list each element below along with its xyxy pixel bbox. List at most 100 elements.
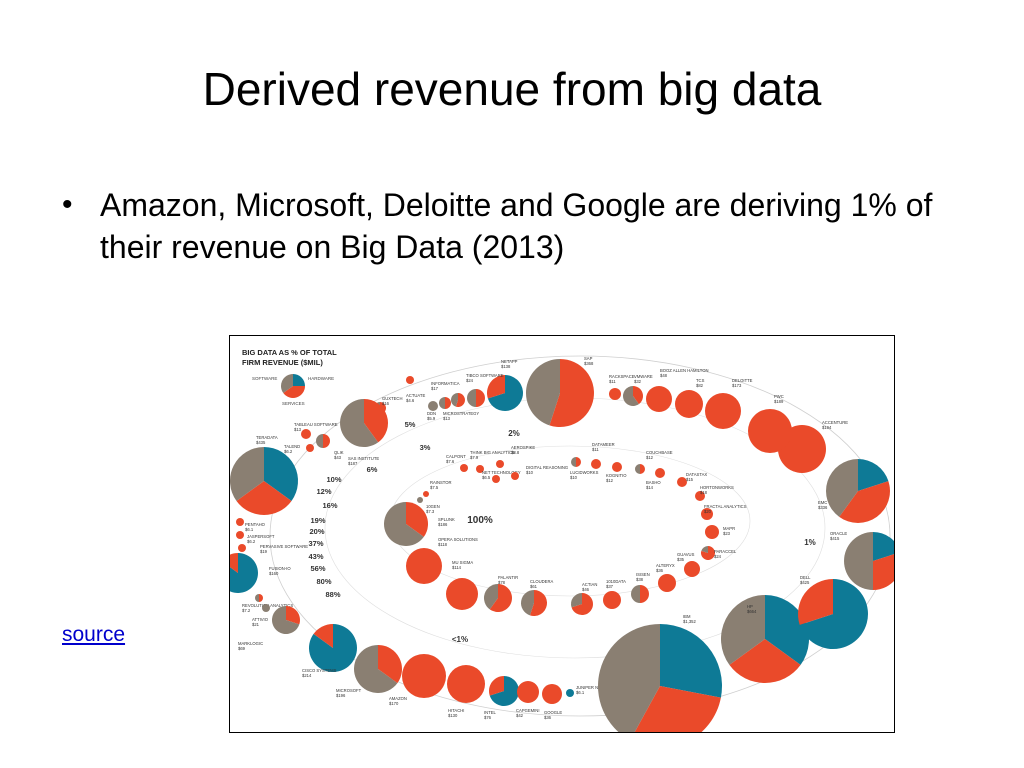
bubble-tcs: TCS$82 xyxy=(675,378,705,418)
bubble-value-mu-sigma: $114 xyxy=(452,565,462,570)
bubble-label-fractal-analytics: FRACTAL ANALYTICS xyxy=(704,504,747,509)
bubble-hitachi: HITACHI$130 xyxy=(447,665,485,718)
bubble-value-tibco-software: $24 xyxy=(466,378,474,383)
bubble-value-jaspersoft: $6.2 xyxy=(247,539,256,544)
bubble-value-cisco-systems: $214 xyxy=(302,673,312,678)
bubble-label-google: GOOGLE xyxy=(544,710,562,715)
bubble-kognitio: KOGNITIO$12 xyxy=(606,462,627,483)
bubble-label-1010data: 1010DATA xyxy=(606,579,626,584)
bubble-label-emc: EMC xyxy=(818,500,827,505)
bubble-label-mapr: MAPR xyxy=(723,526,735,531)
bubble-net-technology: NET TECHNOLOGY$6.5 xyxy=(482,470,521,483)
bubble-sap: SAP$368 xyxy=(525,356,594,427)
bubble-value-pervasive-software: $19 xyxy=(260,549,268,554)
bubble-value-splunk: $186 xyxy=(438,522,448,527)
bubble-alteryx: ALTERYX$36 xyxy=(656,563,676,592)
bubble-label-qlik: QLIK xyxy=(334,450,344,455)
ring-label-6-pct: 6% xyxy=(367,465,378,474)
ring-label-19-pct: 19% xyxy=(310,516,325,525)
bubble-rainstor: RAINSTOR$7.5 xyxy=(423,480,452,497)
bubble-label-lucidworks: LUCIDWORKS xyxy=(570,470,599,475)
bubble-lucidworks: LUCIDWORKS$10 xyxy=(570,457,599,480)
bubble-value-think-big-analytics: $7.9 xyxy=(470,455,479,460)
bubble-label-deloitte: DELOITTE xyxy=(732,378,753,383)
bubble-label-splunk: SPLUNK xyxy=(438,517,455,522)
bubble-ibm: IBM$1,352 xyxy=(598,614,722,732)
bubble-label-tcs: TCS xyxy=(696,378,705,383)
bubble-label-couchbase: COUCHBASE xyxy=(646,450,673,455)
bubble-label-hortonworks: HORTONWORKS xyxy=(700,485,734,490)
bubble-dell: DELL$425 xyxy=(797,575,868,649)
bubble-value-digital-reasoning: $10 xyxy=(526,470,534,475)
bubble-value-alteryx: $36 xyxy=(656,568,664,573)
bubble-label-net-technology: NET TECHNOLOGY xyxy=(482,470,521,475)
bubble-talend: TALEND$6.2 xyxy=(284,444,314,454)
bubble-think-big-analytics: THINK BIG ANALYTICS$7.9 xyxy=(470,450,515,473)
bubble-value-juniper-networks: $6.1 xyxy=(576,690,585,695)
bubble-value-paraccel: $24 xyxy=(714,554,722,559)
bubble-juniper-networks: JUNIPER NETWORKS$6.1 xyxy=(566,685,619,697)
bubble-opera-solutions: OPERA SOLUTIONS$118 xyxy=(406,537,478,584)
bubble-isisen: ISISEN$38 xyxy=(631,572,650,603)
bubble-value-oracle: $415 xyxy=(830,536,840,541)
bubble-value-palantir: $78 xyxy=(498,580,506,585)
bubble-label-marklogic: MARKLOGIC xyxy=(238,641,263,646)
bubble-value-vmware: $32 xyxy=(634,379,642,384)
bubble-value-rackspace: $11 xyxy=(609,379,616,384)
bubble-label-datastax: DATASTAX xyxy=(686,472,707,477)
bubble-splunk: SPLUNK$186 xyxy=(384,502,455,546)
legend-hardware-label: HARDWARE xyxy=(308,376,334,381)
bubble-value-tcs: $82 xyxy=(696,383,704,388)
bubble-label-dell: DELL xyxy=(800,575,811,580)
bubble-value-kognitio: $12 xyxy=(606,478,614,483)
bubble-label-fusion-io: FUSION-IO xyxy=(269,566,291,571)
bubble-value-datastax: $15 xyxy=(686,477,694,482)
bubble-label-think-big-analytics: THINK BIG ANALYTICS xyxy=(470,450,515,455)
bubble-value-marklogic: $69 xyxy=(238,646,246,651)
bubble-label-juniper-networks: JUNIPER NETWORKS xyxy=(576,685,619,690)
bubble-label-sap: SAP xyxy=(584,356,593,361)
source-link[interactable]: source xyxy=(62,623,126,646)
bubbles: SPLUNK$186RAINSTOR$7.510GEN$7.3CALPONT$7… xyxy=(230,356,894,732)
figure-title-line2: FIRM REVENUE ($MIL) xyxy=(242,358,323,367)
bubble-guavus: GUAVUS$35 xyxy=(677,552,700,577)
bubble-teradata: TERADATA$435 xyxy=(230,435,298,515)
bubble-hortonworks: HORTONWORKS$18 xyxy=(695,485,734,501)
bubble-value-net-technology: $6.5 xyxy=(482,475,491,480)
bubble-label-informatica: INFORMATICA xyxy=(431,381,460,386)
bubble-label-jaspersoft: JASPERSOFT xyxy=(247,534,275,539)
bubble-value-attivio: $21 xyxy=(252,622,260,627)
bubble-label-pwc: PWC xyxy=(774,394,784,399)
legend-services-label: SERVICES xyxy=(282,401,305,406)
ring-label-80-pct: 80% xyxy=(316,577,331,586)
bullet-dot-icon: • xyxy=(62,188,73,221)
bubble-value-tableau-software: $13 xyxy=(294,427,302,432)
bubble-value-accenture: $194 xyxy=(822,425,832,430)
bubble-label-paraccel: PARACCEL xyxy=(714,549,737,554)
bubble-intel: INTEL$76 xyxy=(484,676,519,720)
bubble-actuate: ACTUATE$4.6 xyxy=(406,376,425,403)
bubble-value-deloitte: $173 xyxy=(732,383,742,388)
legend-pie xyxy=(281,374,305,398)
bubble-jaspersoft: JASPERSOFT$6.2 xyxy=(236,531,275,544)
bubble-label-actuate: ACTUATE xyxy=(406,393,425,398)
bubble-label-actian: ACTIAN xyxy=(582,582,597,587)
bubble-value-isisen: $38 xyxy=(636,577,644,582)
bubble-value-intel: $76 xyxy=(484,715,492,720)
bubble-value-pentaho: $6.1 xyxy=(245,527,254,532)
bubble-paraccel: PARACCEL$24 xyxy=(700,546,737,560)
bubble-label-intel: INTEL xyxy=(484,710,497,715)
bubble-label-mu-sigma: MU SIGMA xyxy=(452,560,473,565)
bubble-ddn: DDN$5.9 xyxy=(427,401,438,421)
bubble-label-guavus: GUAVUS xyxy=(677,552,695,557)
bubble-aerospike: AEROSPIKE$8.8 xyxy=(496,445,535,468)
bubble-value-hp: $664 xyxy=(747,609,757,614)
bubble-label-accenture: ACCENTURE xyxy=(822,420,848,425)
bubble-value-microstrategy: $13 xyxy=(443,416,451,421)
bubble-label-digital-reasoning: DIGITAL REASONING xyxy=(526,465,568,470)
bubble-basho: BASHO$14 xyxy=(646,468,665,490)
bubble-couchbase: COUCHBASE$12 xyxy=(635,450,673,474)
bullet-text: Amazon, Microsoft, Deloitte and Google a… xyxy=(100,187,933,265)
bubble-label-teradata: TERADATA xyxy=(256,435,278,440)
bubble-label-calpont: CALPONT xyxy=(446,454,466,459)
